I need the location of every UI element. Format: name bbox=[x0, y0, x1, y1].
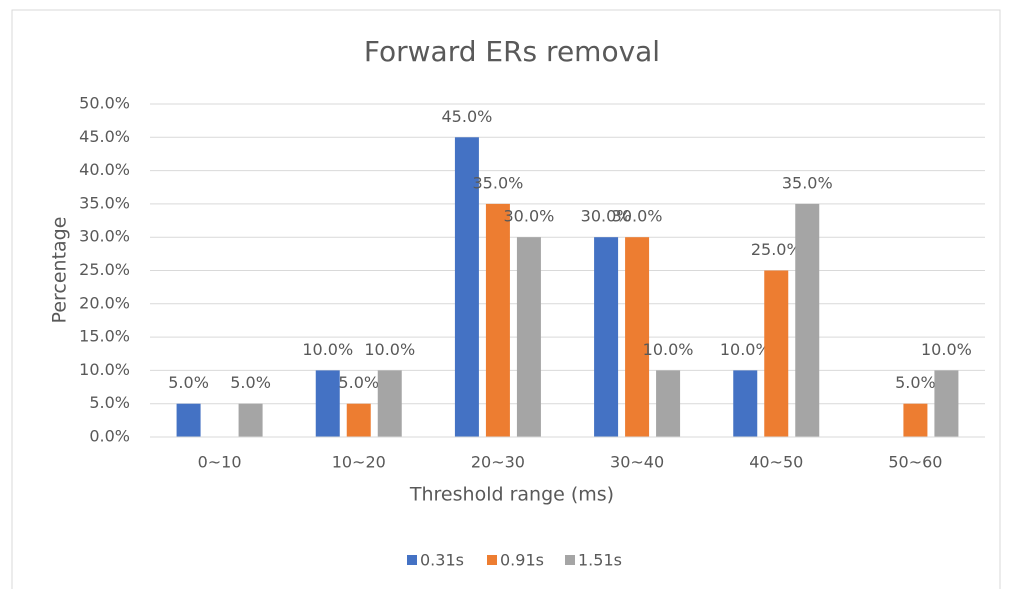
bar bbox=[934, 370, 959, 437]
y-tick-label: 15.0% bbox=[79, 327, 130, 346]
y-tick-label: 5.0% bbox=[89, 393, 130, 412]
legend-label: 1.51s bbox=[578, 551, 622, 570]
data-label: 30.0% bbox=[612, 207, 663, 226]
y-tick-label: 50.0% bbox=[79, 94, 130, 113]
x-tick-label: 10~20 bbox=[332, 453, 386, 472]
data-label: 35.0% bbox=[782, 173, 833, 192]
bar bbox=[764, 270, 789, 437]
legend-label: 0.91s bbox=[500, 551, 544, 570]
x-tick-label: 0~10 bbox=[198, 453, 242, 472]
data-label: 30.0% bbox=[581, 207, 632, 226]
bar bbox=[346, 403, 371, 437]
bar bbox=[315, 370, 340, 437]
y-tick-label: 20.0% bbox=[79, 293, 130, 312]
x-tick-label: 20~30 bbox=[471, 453, 525, 472]
data-label: 10.0% bbox=[643, 340, 694, 359]
y-tick-label: 25.0% bbox=[79, 260, 130, 279]
y-tick-label: 35.0% bbox=[79, 193, 130, 212]
legend-swatch bbox=[487, 555, 497, 565]
bar bbox=[795, 203, 820, 437]
x-axis-label: Threshold range (ms) bbox=[409, 484, 614, 506]
x-tick-label: 40~50 bbox=[749, 453, 803, 472]
data-label: 10.0% bbox=[364, 340, 415, 359]
bar bbox=[594, 237, 619, 437]
data-label: 35.0% bbox=[473, 173, 524, 192]
bar bbox=[176, 403, 201, 437]
y-tick-label: 30.0% bbox=[79, 227, 130, 246]
bar bbox=[454, 137, 479, 438]
y-tick-label: 10.0% bbox=[79, 360, 130, 379]
data-label: 5.0% bbox=[895, 373, 936, 392]
data-label: 5.0% bbox=[168, 373, 209, 392]
y-tick-label: 45.0% bbox=[79, 127, 130, 146]
chart-title: Forward ERs removal bbox=[364, 35, 660, 68]
legend-swatch bbox=[565, 555, 575, 565]
data-label: 30.0% bbox=[504, 207, 555, 226]
bar bbox=[485, 203, 510, 437]
bar bbox=[656, 370, 681, 437]
bar bbox=[238, 403, 263, 437]
data-label: 10.0% bbox=[302, 340, 353, 359]
bar bbox=[625, 237, 650, 437]
data-label: 5.0% bbox=[338, 373, 379, 392]
bar bbox=[903, 403, 928, 437]
bar bbox=[377, 370, 402, 437]
x-tick-label: 30~40 bbox=[610, 453, 664, 472]
data-label: 10.0% bbox=[720, 340, 771, 359]
data-label: 45.0% bbox=[442, 107, 493, 126]
data-label: 5.0% bbox=[230, 373, 271, 392]
data-label: 10.0% bbox=[921, 340, 972, 359]
y-tick-label: 40.0% bbox=[79, 160, 130, 179]
y-axis-label: Percentage bbox=[49, 217, 71, 324]
bar bbox=[733, 370, 758, 437]
y-tick-label: 0.0% bbox=[89, 427, 130, 446]
data-label: 25.0% bbox=[751, 240, 802, 259]
legend-label: 0.31s bbox=[420, 551, 464, 570]
legend-swatch bbox=[407, 555, 417, 565]
bar bbox=[516, 237, 541, 437]
x-tick-label: 50~60 bbox=[888, 453, 942, 472]
